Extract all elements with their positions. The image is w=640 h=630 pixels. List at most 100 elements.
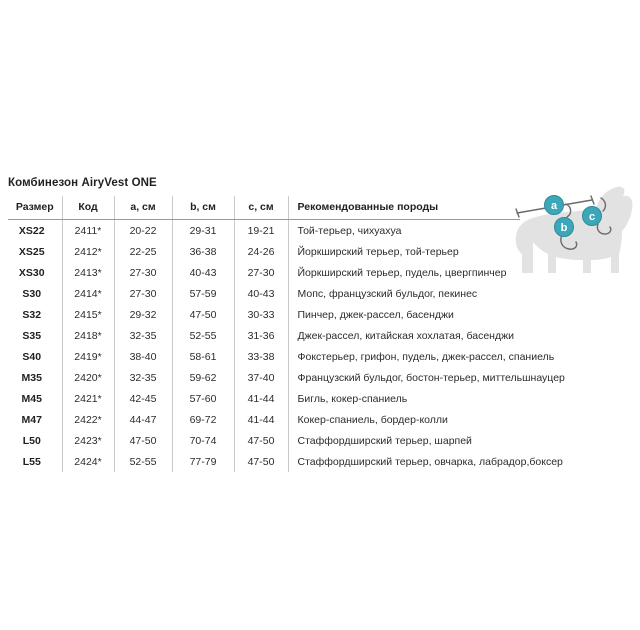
cell-c: 47-50 bbox=[233, 451, 288, 472]
cell-breeds: Кокер-спаниель, бордер-колли bbox=[287, 409, 520, 430]
cell-c: 27-30 bbox=[233, 262, 288, 283]
cell-code: 2419* bbox=[61, 346, 114, 367]
cell-breeds: Йоркширский терьер, той-терьер bbox=[287, 241, 520, 262]
cell-c: 41-44 bbox=[233, 388, 288, 409]
cell-code: 2424* bbox=[61, 451, 114, 472]
cell-size: XS25 bbox=[18, 245, 45, 258]
cell-size: S35 bbox=[22, 329, 42, 342]
cell-a: 27-30 bbox=[113, 262, 172, 283]
cell-code: 2415* bbox=[61, 304, 114, 325]
cell-breeds: Фокстерьер, грифон, пудель, джек-рассел,… bbox=[287, 346, 554, 367]
column-header-a: a, см bbox=[113, 196, 172, 220]
cell-c: 31-36 bbox=[233, 325, 288, 346]
cell-c: 30-33 bbox=[233, 304, 288, 325]
table-row: S35 2418* 32-35 52-55 31-36 Джек-рассел, кита… bbox=[8, 325, 520, 346]
dog-silhouette-icon bbox=[515, 186, 633, 273]
cell-b: 77-79 bbox=[171, 451, 234, 472]
cell-c: 19-21 bbox=[233, 219, 288, 241]
table-row: L55 2424* 52-55 77-79 47-50 Стаффордширский т… bbox=[8, 451, 563, 472]
cell-a: 27-30 bbox=[113, 283, 172, 304]
cell-breeds: Французский бульдог, бостон-терьер, митт… bbox=[287, 367, 565, 388]
cell-size: M45 bbox=[21, 392, 42, 405]
cell-b: 36-38 bbox=[171, 241, 234, 262]
cell-b: 57-59 bbox=[171, 283, 234, 304]
cell-size: M47 bbox=[21, 413, 42, 426]
cell-c: 47-50 bbox=[233, 430, 288, 451]
table-row: XS25 2412* 22-25 36-38 24-26 Йоркширский терь… bbox=[8, 241, 520, 262]
column-header-size: Размер bbox=[8, 196, 62, 220]
cell-size: S32 bbox=[22, 308, 42, 321]
cell-b: 70-74 bbox=[171, 430, 234, 451]
cell-b: 58-61 bbox=[171, 346, 234, 367]
measure-curve-b bbox=[560, 203, 578, 250]
cell-b: 47-50 bbox=[171, 304, 234, 325]
table-row: L50 2423* 47-50 70-74 47-50 Стаффордширский т… bbox=[8, 430, 520, 451]
column-header-code: Код bbox=[61, 196, 114, 220]
cell-code: 2412* bbox=[61, 241, 114, 262]
cell-code: 2422* bbox=[61, 409, 114, 430]
cell-a: 20-22 bbox=[113, 219, 172, 241]
cell-code: 2421* bbox=[61, 388, 114, 409]
badge-a: a bbox=[544, 195, 564, 215]
badge-c: c bbox=[582, 206, 602, 226]
cell-breeds: Стаффордширский терьер, овчарка, лабрадо… bbox=[287, 451, 563, 472]
cell-c: 37-40 bbox=[233, 367, 288, 388]
cell-breeds: Мопс, французский бульдог, пекинес bbox=[287, 283, 520, 304]
cell-a: 38-40 bbox=[113, 346, 172, 367]
cell-c: 41-44 bbox=[233, 409, 288, 430]
cell-c: 33-38 bbox=[233, 346, 288, 367]
badge-c-label: c bbox=[589, 211, 595, 223]
cell-code: 2420* bbox=[61, 367, 114, 388]
cell-breeds: Бигль, кокер-спаниель bbox=[287, 388, 520, 409]
cell-a: 29-32 bbox=[113, 304, 172, 325]
cell-breeds: Йоркширский терьер, пудель, цвергпинчер bbox=[287, 262, 520, 283]
cell-a: 42-45 bbox=[113, 388, 172, 409]
column-header-c: c, см bbox=[233, 196, 288, 220]
cell-breeds: Стаффордширский терьер, шарпей bbox=[287, 430, 520, 451]
cell-b: 57-60 bbox=[171, 388, 234, 409]
table-body: XS22 2411* 20-22 29-31 19-21 Той-терьер, чиху… bbox=[8, 219, 565, 472]
column-header-b: b, см bbox=[171, 196, 234, 220]
table-row: M35 2420* 32-35 59-62 37-40 Французский бульд… bbox=[8, 367, 565, 388]
cell-c: 24-26 bbox=[233, 241, 288, 262]
table-row: XS30 2413* 27-30 40-43 27-30 Йоркширский терь… bbox=[8, 262, 520, 283]
table-row: S30 2414* 27-30 57-59 40-43 Мопс, французский… bbox=[8, 283, 520, 304]
cell-a: 32-35 bbox=[113, 367, 172, 388]
cell-size: M35 bbox=[21, 371, 42, 384]
cell-c: 40-43 bbox=[233, 283, 288, 304]
page-title: Комбинезон AiryVest ONE bbox=[8, 177, 157, 189]
badge-a-label: a bbox=[551, 200, 558, 212]
cell-a: 47-50 bbox=[113, 430, 172, 451]
cell-b: 69-72 bbox=[171, 409, 234, 430]
cell-breeds: Той-терьер, чихуахуа bbox=[287, 219, 520, 241]
dog-measurement-diagram: a b c bbox=[504, 178, 636, 282]
cell-size: S30 bbox=[22, 287, 42, 300]
badge-b-label: b bbox=[561, 222, 568, 234]
column-header-breeds: Рекомендованные породы bbox=[287, 196, 520, 220]
cell-b: 59-62 bbox=[171, 367, 234, 388]
badge-b: b bbox=[554, 217, 574, 237]
cell-size: L50 bbox=[22, 434, 41, 447]
table-row: XS22 2411* 20-22 29-31 19-21 Той-терьер, чиху… bbox=[8, 219, 520, 241]
table-row: S32 2415* 29-32 47-50 30-33 Пинчер, джек-расс… bbox=[8, 304, 520, 325]
cell-a: 22-25 bbox=[113, 241, 172, 262]
cell-code: 2418* bbox=[61, 325, 114, 346]
cell-size: XS22 bbox=[18, 224, 45, 237]
cell-a: 52-55 bbox=[113, 451, 172, 472]
size-table: Размер Код a, см b, см c, см Рекомендова… bbox=[8, 196, 565, 472]
cell-size: S40 bbox=[22, 350, 42, 363]
table-row: S40 2419* 38-40 58-61 33-38 Фокстерьер, грифо… bbox=[8, 346, 554, 367]
cell-size: L55 bbox=[22, 455, 41, 468]
cell-code: 2414* bbox=[61, 283, 114, 304]
cell-a: 44-47 bbox=[113, 409, 172, 430]
cell-code: 2411* bbox=[61, 219, 114, 241]
cell-size: XS30 bbox=[18, 266, 45, 279]
table-row: M45 2421* 42-45 57-60 41-44 Бигль, кокер-спан… bbox=[8, 388, 520, 409]
cell-a: 32-35 bbox=[113, 325, 172, 346]
cell-b: 29-31 bbox=[171, 219, 234, 241]
cell-code: 2423* bbox=[61, 430, 114, 451]
cell-b: 40-43 bbox=[171, 262, 234, 283]
cell-breeds: Джек-рассел, китайская хохлатая, басендж… bbox=[287, 325, 520, 346]
cell-b: 52-55 bbox=[171, 325, 234, 346]
